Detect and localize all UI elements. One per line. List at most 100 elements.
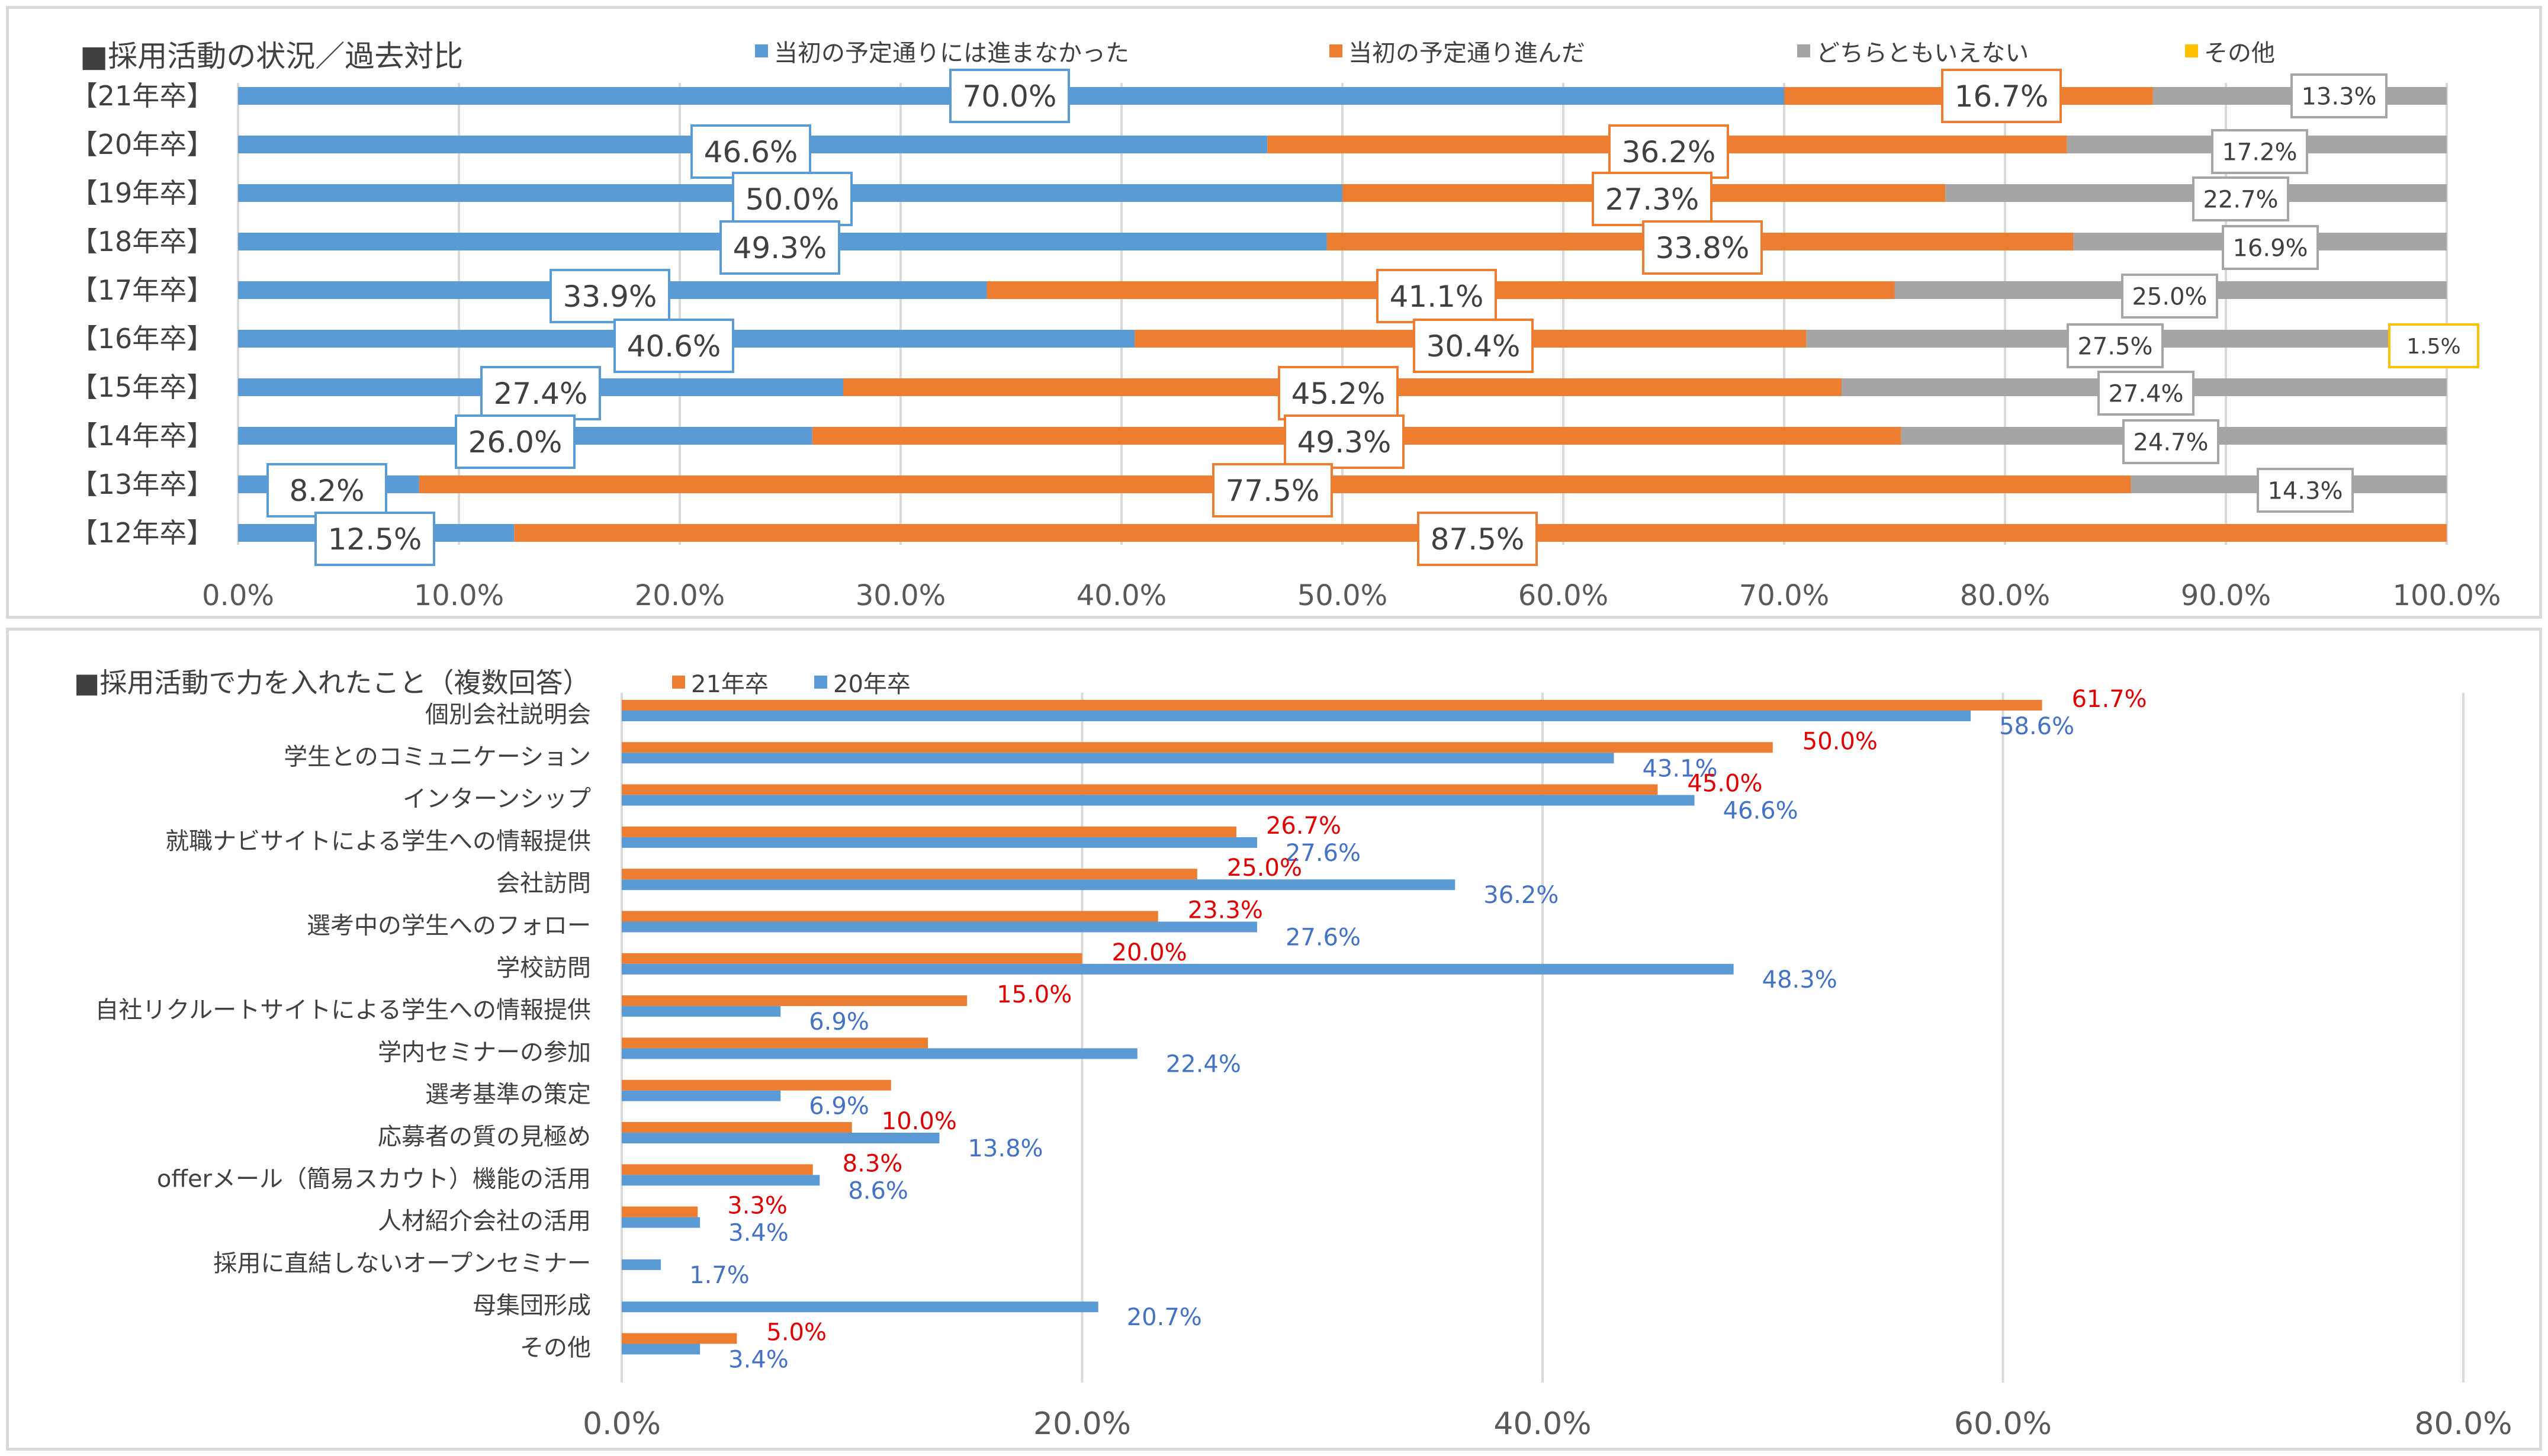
bar-21 — [622, 1333, 737, 1344]
data-label-20: 1.7% — [689, 1262, 750, 1289]
data-label-box — [719, 220, 840, 275]
legend-label: 21年卒 — [691, 671, 769, 698]
x-tick-label: 40.0% — [1493, 1406, 1591, 1442]
legend-swatch-yellow — [2185, 44, 2198, 57]
category-label: インターンシップ — [403, 786, 591, 813]
data-label-box — [1212, 463, 1333, 518]
category-label: 会社訪問 — [496, 870, 591, 897]
x-tick-label: 100.0% — [2392, 579, 2501, 612]
focus-chart-panel: ■採用活動で力を入れたこと（複数回答） 21年卒 20年卒 — [6, 628, 2542, 1451]
data-label-box — [690, 124, 811, 179]
category-label: 人材紹介会社の活用 — [378, 1208, 591, 1235]
data-label-box — [732, 172, 853, 226]
legend-swatch-blue — [814, 676, 827, 689]
focus-chart-title: ■採用活動で力を入れたこと（複数回答） — [74, 667, 590, 699]
legend-not-as-planned: 当初の予定通りには進まなかった — [755, 34, 1129, 68]
category-label: 【14年卒】 — [70, 420, 214, 452]
data-label-box — [2388, 323, 2479, 368]
x-tick-label: 80.0% — [1960, 579, 2050, 612]
legend-label: その他 — [2204, 40, 2275, 67]
x-tick-label: 20.0% — [1033, 1406, 1131, 1442]
data-label-20: 3.4% — [728, 1346, 789, 1374]
bar-20 — [622, 1006, 781, 1017]
data-label-box — [2290, 73, 2388, 118]
x-tick-label: 30.0% — [856, 579, 946, 612]
data-label-box — [2192, 176, 2289, 221]
legend-as-planned: 当初の予定通り進んだ — [1329, 34, 1585, 68]
data-label: 36.2% — [1622, 135, 1716, 169]
data-label-box — [613, 319, 734, 373]
data-label: 25.0% — [2132, 283, 2207, 310]
data-label-20: 36.2% — [1483, 882, 1559, 909]
data-label-21: 8.3% — [843, 1150, 903, 1177]
x-tick-label: 60.0% — [1518, 579, 1608, 612]
category-label: 【18年卒】 — [70, 226, 214, 258]
data-label-21: 26.7% — [1266, 812, 1341, 840]
data-label: 14.3% — [2267, 477, 2343, 504]
legend-other: その他 — [2185, 34, 2275, 68]
bar-20 — [622, 1343, 701, 1355]
data-label-box — [2211, 129, 2308, 174]
legend-swatch-blue — [755, 44, 768, 57]
bar-21 — [622, 1079, 891, 1091]
bar-20 — [622, 1259, 661, 1270]
legend-label: 当初の予定通りには進まなかった — [774, 40, 1129, 67]
data-label-box — [455, 414, 576, 469]
data-label-box — [2222, 225, 2319, 270]
bar-21 — [622, 1037, 928, 1049]
bar-21 — [622, 953, 1082, 964]
data-label-20: 8.6% — [848, 1177, 908, 1204]
data-label-box — [314, 512, 435, 566]
bar-21 — [622, 1122, 852, 1133]
bar-20 — [622, 879, 1455, 891]
data-label-box — [2067, 323, 2164, 368]
data-label: 27.3% — [1605, 182, 1699, 217]
bar-20 — [622, 711, 1971, 721]
category-label: 学内セミナーの参加 — [378, 1039, 591, 1066]
bar-21 — [622, 869, 1197, 880]
x-tick-label: 80.0% — [2414, 1406, 2512, 1442]
bar-21 — [622, 995, 968, 1007]
legend-swatch-gray — [1797, 44, 1810, 57]
data-label: 13.3% — [2301, 83, 2376, 110]
x-tick-label: 50.0% — [1297, 579, 1387, 612]
data-label-20: 13.8% — [968, 1135, 1043, 1162]
data-label-21: 61.7% — [2072, 686, 2147, 713]
data-label: 27.4% — [494, 377, 588, 411]
data-label: 12.5% — [328, 522, 422, 557]
data-label: 24.7% — [2133, 429, 2208, 456]
data-label-box — [2122, 419, 2219, 464]
bar-20 — [622, 1217, 701, 1228]
category-label: 個別会社説明会 — [425, 701, 591, 728]
data-label: 16.7% — [1955, 79, 2049, 114]
data-label: 27.4% — [2108, 380, 2183, 407]
data-label-20: 3.4% — [728, 1220, 789, 1247]
category-label: 学生とのコミュニケーション — [284, 743, 591, 770]
x-tick-label: 90.0% — [2181, 579, 2271, 612]
legend-swatch-orange — [1329, 44, 1342, 57]
data-label-21: 25.0% — [1227, 854, 1302, 882]
data-label: 77.5% — [1226, 474, 1320, 508]
bar-20 — [622, 1301, 1098, 1313]
bar-21 — [622, 700, 2042, 711]
data-label: 17.2% — [2222, 139, 2297, 166]
data-label-box — [1642, 220, 1763, 275]
data-label-21: 5.0% — [766, 1319, 827, 1346]
bar-21 — [622, 742, 1773, 753]
bar-20 — [622, 753, 1614, 764]
data-label-20: 27.6% — [1286, 840, 1361, 867]
legend-20: 20年卒 — [814, 665, 911, 699]
bar-21 — [622, 784, 1658, 795]
data-label-box — [1284, 414, 1405, 469]
category-label: その他 — [520, 1335, 591, 1362]
data-label-20: 6.9% — [809, 1093, 869, 1120]
data-label-box — [1278, 366, 1399, 420]
category-label: 採用に直結しないオープンセミナー — [213, 1250, 591, 1277]
data-label-box — [2257, 468, 2354, 513]
bar-21 — [622, 1206, 698, 1217]
data-label-21: 23.3% — [1188, 897, 1263, 924]
category-label: 【19年卒】 — [70, 177, 214, 209]
data-label: 49.3% — [733, 231, 827, 265]
category-label: 応募者の質の見極め — [378, 1123, 591, 1150]
data-label-21: 3.3% — [727, 1193, 788, 1220]
